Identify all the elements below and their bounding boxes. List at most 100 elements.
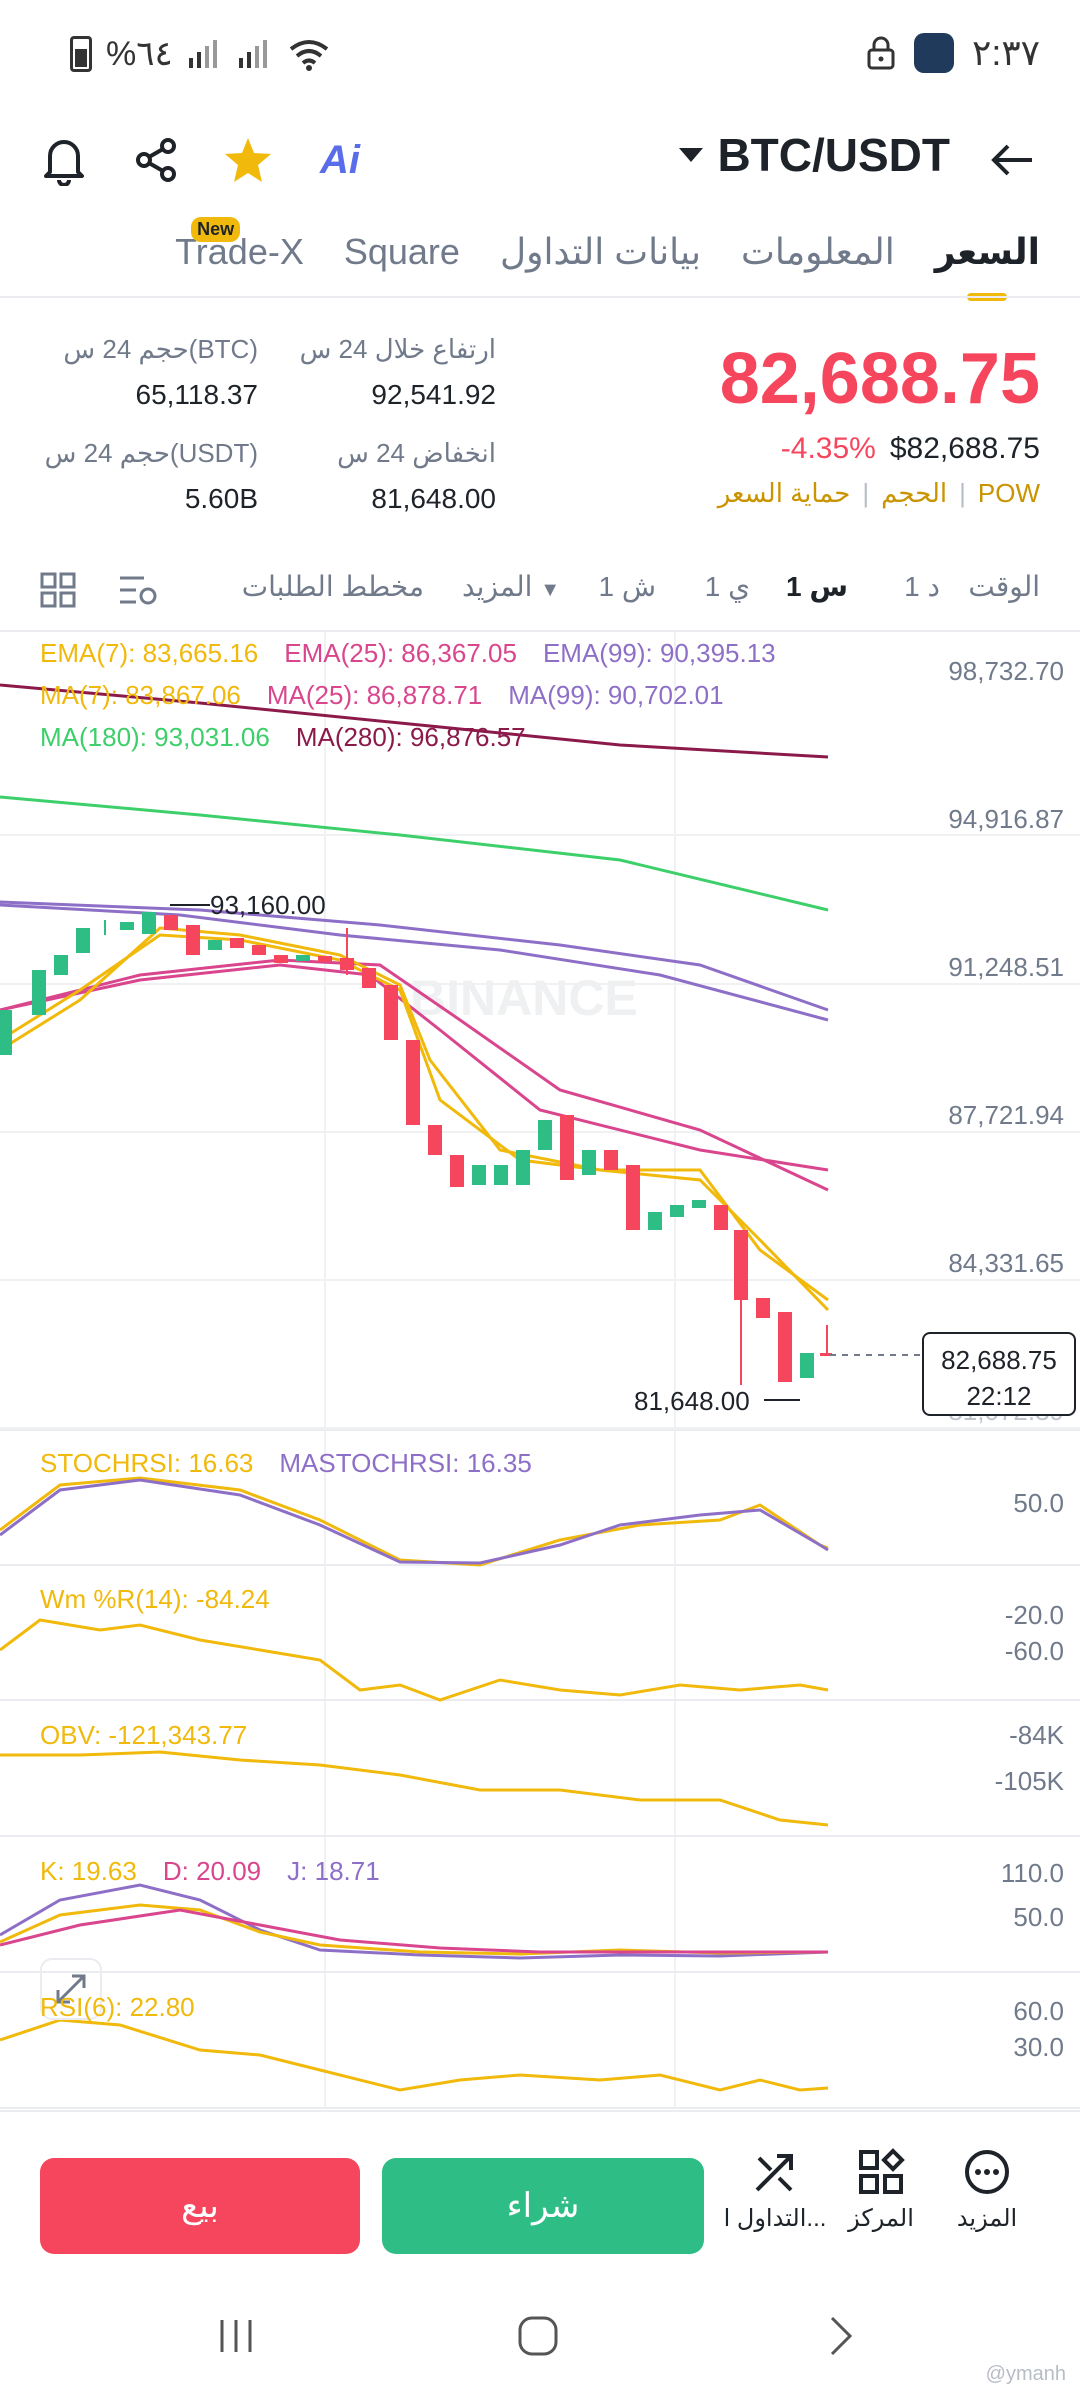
wr-legend: Wm %R(14): -84.24	[40, 1584, 270, 1615]
wifi-icon	[289, 40, 328, 71]
trade-icon	[755, 2154, 793, 2192]
stochrsi-legend: STOCHRSI: 16.63 MASTOCHRSI: 16.35	[40, 1448, 532, 1479]
lock-icon	[867, 36, 895, 70]
expand-chart-button[interactable]	[40, 1958, 102, 2020]
back-icon[interactable]	[818, 2314, 862, 2358]
countdown: 22:12	[966, 1381, 1032, 1411]
obv-label: OBV: -121,343.77	[40, 1720, 248, 1750]
ma280-label: MA(280): 96,876.57	[295, 722, 526, 752]
axis-rsi-2: 30.0	[1013, 2032, 1064, 2062]
tag-pow[interactable]: POW	[977, 478, 1040, 508]
axis-price-3: 91,248.51	[948, 952, 1064, 982]
signal-icon-2	[238, 40, 267, 68]
axis-kdj-2: 50.0	[1013, 1902, 1064, 1932]
status-bar: %٦٤ ٢:٣٧	[0, 0, 1080, 100]
sell-button[interactable]: بيع	[40, 2158, 360, 2254]
tab-trading-data[interactable]: بيانات التداول	[499, 231, 701, 272]
tag-price-protection[interactable]: حماية السعر	[717, 478, 851, 508]
ma7-label: MA(7): 83,867.06	[40, 680, 241, 710]
share-icon[interactable]	[124, 128, 188, 192]
pair-name: BTC/USDT	[717, 129, 950, 181]
credit-watermark: @ymanh	[985, 2363, 1066, 2385]
notification-app-icon	[913, 33, 954, 73]
tf-1h[interactable]: 1 س	[786, 571, 848, 602]
tf-1d[interactable]: 1 ي	[704, 571, 750, 602]
ema-legend: EMA(7): 83,665.16 EMA(25): 86,367.05 EMA…	[40, 638, 776, 669]
stat-high-label: ارتفاع خلال 24 س	[299, 334, 496, 364]
tf-1m[interactable]: 1 د	[904, 571, 940, 602]
top-nav: Ai BTC/USDT	[0, 110, 1080, 210]
axis-price-1: 98,732.70	[948, 656, 1064, 686]
layout-grid-icon[interactable]	[40, 572, 76, 613]
axis-price-2: 94,916.87	[948, 804, 1064, 834]
buy-button[interactable]: شراء	[382, 2158, 704, 2254]
tf-time[interactable]: الوقت	[968, 571, 1040, 602]
stat-vol-usdt-value: 5.60B	[184, 483, 258, 514]
axis-kdj-1: 110.0	[1000, 1858, 1064, 1888]
chart-canvas[interactable]: BINANCE	[0, 632, 1080, 2112]
tag-volume[interactable]: الحجم	[881, 478, 948, 508]
tab-price[interactable]: السعر	[935, 231, 1040, 279]
divider	[0, 296, 1080, 298]
tab-square[interactable]: Square	[343, 231, 460, 272]
tf-more-caret-icon: ▼	[540, 579, 560, 601]
more-action-label: المزيد	[956, 2205, 1018, 2232]
stat-vol-btc-value: 65,118.37	[135, 379, 259, 410]
axis-price-4: 87,721.94	[948, 1100, 1064, 1130]
bell-icon[interactable]	[32, 128, 96, 192]
tab-trade-x[interactable]: New Trade-X	[175, 217, 304, 279]
pair-selector[interactable]: BTC/USDT	[679, 128, 950, 182]
tf-1w[interactable]: 1 ش	[598, 571, 656, 602]
center-action-label: المركز	[848, 2205, 914, 2232]
tf-depth[interactable]: مخطط الطلبات	[241, 571, 424, 602]
caret-down-icon	[679, 148, 704, 162]
tag-sep: |	[959, 478, 966, 508]
j-label: J: 18.71	[287, 1856, 380, 1886]
stat-low: انخفاض 24 س 81,648.00	[337, 438, 496, 515]
last-price-tag-value: 82,688.75	[941, 1345, 1057, 1375]
tf-more[interactable]: المزيد ▼	[462, 570, 560, 603]
kline-chart[interactable]: BINANCE	[0, 632, 1080, 2112]
stat-vol-usdt: حجم 24 س(USDT) 5.60B	[45, 438, 258, 515]
tab-info[interactable]: المعلومات	[740, 231, 895, 272]
battery-level: %٦٤	[106, 35, 173, 73]
stochrsi-label: STOCHRSI: 16.63	[40, 1448, 254, 1478]
price-sub: -4.35% $82,688.75	[781, 432, 1040, 466]
axis-obv-2: -105K	[994, 1766, 1064, 1796]
clock: ٢:٣٧	[971, 32, 1040, 73]
mastochrsi-label: MASTOCHRSI: 16.35	[279, 1448, 532, 1478]
ema99-label: EMA(99): 90,395.13	[542, 638, 776, 668]
chart-settings-icon[interactable]	[118, 572, 158, 613]
home-icon[interactable]	[516, 2314, 560, 2358]
high-mark-label: 93,160.00	[210, 890, 326, 920]
battery-icon	[70, 36, 92, 72]
tab-bar: السعر المعلومات بيانات التداول Square Ne…	[175, 210, 1040, 300]
ma180-label: MA(180): 93,031.06	[40, 722, 270, 752]
divider	[0, 630, 1080, 632]
action-bar: بيع شراء التداول ا... المركز المزيد	[0, 2110, 1080, 2290]
trade-action[interactable]: التداول ا...	[720, 2148, 830, 2233]
last-price-tag: 82,688.75 22:12	[922, 1332, 1076, 1416]
recent-apps-icon[interactable]	[214, 2314, 258, 2358]
back-arrow-icon[interactable]	[980, 128, 1044, 192]
signal-icon	[188, 40, 217, 68]
binance-watermark: BINANCE	[410, 970, 638, 1026]
stat-vol-btc: حجم 24 س(BTC) 65,118.37	[63, 334, 258, 411]
tags: POW | الحجم | حماية السعر	[718, 478, 1040, 509]
ai-icon[interactable]: Ai	[308, 128, 372, 192]
tf-more-label: المزيد	[461, 571, 533, 602]
center-action[interactable]: المركز	[826, 2148, 936, 2233]
rsi-label: RSI(6): 22.80	[40, 1992, 195, 2022]
ma99-label: MA(99): 90,702.01	[508, 680, 724, 710]
ai-label: Ai	[320, 137, 360, 182]
star-icon[interactable]	[216, 128, 280, 192]
new-badge: New	[191, 217, 241, 242]
status-right: ٢:٣٧	[866, 32, 1040, 74]
more-action[interactable]: المزيد	[932, 2148, 1042, 2233]
grid-icon	[859, 2148, 905, 2194]
price-usd: $82,688.75	[889, 432, 1040, 465]
stat-high: ارتفاع خلال 24 س 92,541.92	[300, 334, 496, 411]
timeframe-bar: الوقت 1 د 1 س 1 ي 1 ش المزيد ▼ مخطط الطل…	[0, 560, 1080, 620]
low-mark-label: 81,648.00	[634, 1386, 750, 1416]
ema7-label: EMA(7): 83,665.16	[40, 638, 259, 668]
